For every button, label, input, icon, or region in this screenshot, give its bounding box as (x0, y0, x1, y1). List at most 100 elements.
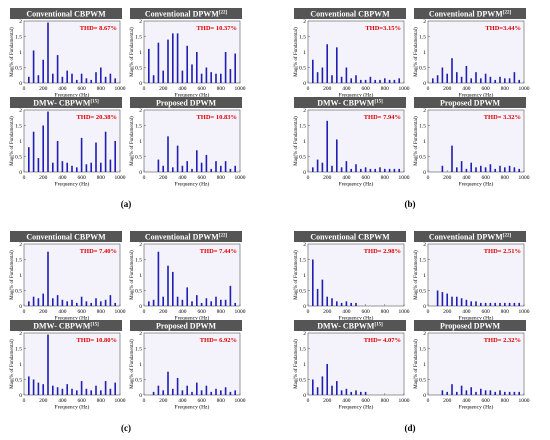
harmonic-bar (162, 70, 164, 83)
panel-group-a: (a) (121, 199, 132, 209)
harmonic-bar (345, 301, 348, 306)
x-tick-label: 400 (58, 398, 67, 404)
x-tick-label: 400 (342, 398, 351, 404)
harmonic-bar (508, 391, 511, 395)
harmonic-bar (148, 301, 150, 306)
y-tick-label: 1.5 (15, 347, 22, 353)
chart-title-reference: [15] (90, 100, 99, 105)
x-tick-label: 0 (23, 398, 26, 404)
thd-annotation: THD= 7.94% (364, 114, 401, 121)
harmonic-bar (364, 79, 367, 83)
chart-title: DMW- CBPWM[15] (317, 99, 383, 108)
harmonic-bar (484, 390, 487, 395)
x-tick-label: 800 (381, 175, 390, 181)
y-axis-label: Mag(% of Fundamental) (130, 339, 135, 389)
harmonic-bar (114, 141, 116, 172)
x-tick-label: 600 (361, 86, 370, 92)
y-tick-label: 1 (303, 139, 306, 145)
y-tick-label: 0 (19, 304, 22, 310)
chart-title: Conventional DPWM[22] (429, 233, 512, 242)
harmonic-bar (186, 385, 188, 395)
harmonic-bar (42, 125, 44, 172)
x-tick-label: 1000 (115, 86, 126, 92)
chart-title-text: Conventional CBPWM (26, 233, 106, 242)
harmonic-bar (172, 33, 174, 83)
harmonic-bar (85, 388, 88, 395)
y-tick-label: 0.5 (299, 155, 306, 161)
x-tick-label: 400 (342, 175, 351, 181)
y-tick-label: 1 (303, 273, 306, 279)
x-tick-label: 400 (342, 309, 351, 315)
x-tick-label: 400 (462, 86, 471, 92)
x-tick-label: 200 (159, 398, 168, 404)
harmonic-bar (480, 302, 482, 306)
y-tick-label: 0.5 (15, 66, 22, 72)
y-axis-label: Mag(% of Fundamental) (130, 116, 135, 166)
chart-panel: DMW- CBPWM[15] 0 1 2 0.5 1.5 0 200 400 600 800 1000… (10, 320, 126, 411)
x-tick-label: 600 (197, 175, 206, 181)
harmonic-bar (316, 159, 319, 172)
harmonic-bar (432, 78, 434, 83)
x-tick-label: 400 (462, 309, 471, 315)
y-tick-label: 2 (423, 108, 426, 114)
chart-title-text: DMW- CBPWM (317, 99, 375, 108)
harmonic-bar (460, 76, 463, 83)
y-axis-label: Mag(% of Fundamental) (294, 116, 299, 166)
y-tick-label: 1 (139, 139, 142, 145)
harmonic-bar (76, 390, 78, 395)
y-tick-label: 0.5 (299, 378, 306, 384)
harmonic-bar (162, 165, 164, 172)
harmonic-bar (205, 154, 208, 172)
y-axis-label: Mag(% of Fundamental) (294, 250, 299, 300)
harmonic-bar (312, 259, 314, 306)
harmonic-bar (475, 391, 477, 395)
harmonic-bar (37, 158, 40, 172)
chart-title-text: Proposed DPWM (440, 99, 501, 108)
harmonic-bar (234, 302, 236, 306)
harmonic-bar (355, 302, 357, 306)
y-tick-label: 0.5 (15, 289, 22, 295)
harmonic-bar (90, 162, 92, 172)
harmonic-bar (52, 162, 54, 172)
chart-panel: Conventional CBPWM 0 1 2 0.5 1.5 0 200 400 600 800… (294, 231, 410, 322)
harmonic-bar (109, 295, 112, 306)
harmonic-bar (181, 165, 184, 172)
harmonic-bar (85, 301, 88, 306)
harmonic-bar (316, 72, 319, 83)
y-tick-label: 1.5 (135, 347, 142, 353)
x-tick-label: 600 (77, 175, 86, 181)
harmonic-bar (331, 75, 333, 83)
harmonic-bar (326, 120, 328, 172)
x-axis-label: Frequency (Hz) (339, 315, 374, 322)
x-tick-label: 200 (39, 398, 48, 404)
harmonic-bar (186, 287, 188, 306)
harmonic-bar (162, 296, 164, 306)
harmonic-bar (220, 165, 222, 172)
x-tick-label: 800 (501, 398, 510, 404)
y-tick-label: 0.5 (135, 378, 142, 384)
harmonic-bar (28, 76, 30, 83)
panel-label-d: (d) (405, 423, 416, 433)
y-axis-label: Mag(% of Fundamental) (130, 250, 135, 300)
y-tick-label: 1 (19, 139, 22, 145)
chart-title: Conventional CBPWM (26, 10, 106, 19)
harmonic-bar (56, 295, 59, 306)
y-axis-label: Mag(% of Fundamental) (10, 339, 15, 389)
harmonic-bar (312, 59, 314, 83)
chart-title: Proposed DPWM (440, 99, 501, 108)
x-tick-label: 200 (159, 309, 168, 315)
x-tick-label: 600 (481, 398, 490, 404)
thd-annotation: THD= 10.80% (76, 337, 117, 344)
harmonic-bar (28, 301, 30, 306)
harmonic-bar (336, 301, 338, 306)
harmonic-bar (456, 391, 458, 395)
x-axis-label: Frequency (Hz) (175, 92, 210, 99)
chart-title-text: Proposed DPWM (156, 99, 217, 108)
x-tick-label: 1000 (399, 398, 410, 404)
harmonic-bar (316, 288, 319, 306)
x-axis-label: Frequency (Hz) (55, 92, 90, 99)
chart-title-bar (294, 97, 406, 108)
y-tick-label: 2 (19, 19, 22, 25)
y-tick-label: 0 (139, 304, 142, 310)
